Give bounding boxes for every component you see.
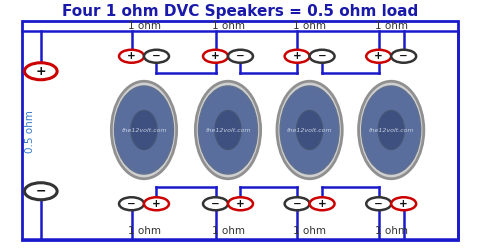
Text: 1 ohm: 1 ohm (293, 21, 326, 31)
Circle shape (203, 197, 228, 210)
Text: +: + (318, 199, 326, 209)
Circle shape (203, 50, 228, 63)
Text: +: + (211, 51, 220, 61)
Text: 1 ohm: 1 ohm (293, 226, 326, 236)
Ellipse shape (280, 86, 339, 174)
Text: −: − (374, 199, 383, 209)
Ellipse shape (111, 81, 177, 179)
Text: +: + (293, 51, 301, 61)
Text: −: − (127, 199, 136, 209)
Circle shape (119, 197, 144, 210)
Ellipse shape (131, 110, 157, 150)
Text: −: − (399, 51, 408, 61)
Circle shape (228, 50, 253, 63)
Text: −: − (293, 199, 301, 209)
Ellipse shape (277, 81, 342, 179)
Ellipse shape (215, 110, 241, 150)
Circle shape (228, 197, 253, 210)
Circle shape (391, 197, 416, 210)
Text: 1 ohm: 1 ohm (212, 21, 244, 31)
Ellipse shape (297, 110, 323, 150)
Bar (22, 21, 458, 240)
Circle shape (310, 197, 335, 210)
Ellipse shape (378, 110, 404, 150)
Circle shape (285, 50, 310, 63)
Text: −: − (36, 185, 46, 198)
Circle shape (24, 183, 57, 200)
Text: +: + (127, 51, 136, 61)
Text: −: − (318, 51, 326, 61)
Ellipse shape (115, 86, 173, 174)
Text: the12volt.com: the12volt.com (121, 128, 167, 132)
Circle shape (310, 50, 335, 63)
Circle shape (366, 50, 391, 63)
Text: +: + (399, 199, 408, 209)
Text: −: − (211, 199, 220, 209)
Ellipse shape (195, 81, 261, 179)
Circle shape (119, 50, 144, 63)
Text: 1 ohm: 1 ohm (128, 226, 160, 236)
Text: 0.5 ohm: 0.5 ohm (25, 110, 35, 153)
Text: 1 ohm: 1 ohm (375, 21, 408, 31)
Circle shape (24, 63, 57, 80)
Ellipse shape (199, 86, 257, 174)
Text: Four 1 ohm DVC Speakers = 0.5 ohm load: Four 1 ohm DVC Speakers = 0.5 ohm load (62, 4, 418, 19)
Text: −: − (152, 51, 161, 61)
Text: the12volt.com: the12volt.com (287, 128, 333, 132)
Text: +: + (374, 51, 383, 61)
Text: +: + (152, 199, 161, 209)
Circle shape (285, 197, 310, 210)
Circle shape (391, 50, 416, 63)
Text: 1 ohm: 1 ohm (128, 21, 160, 31)
Text: 1 ohm: 1 ohm (375, 226, 408, 236)
Text: the12volt.com: the12volt.com (368, 128, 414, 132)
Circle shape (144, 197, 169, 210)
Circle shape (144, 50, 169, 63)
Text: −: − (236, 51, 245, 61)
Ellipse shape (359, 81, 424, 179)
Text: 1 ohm: 1 ohm (212, 226, 244, 236)
Text: +: + (36, 65, 46, 78)
Circle shape (366, 197, 391, 210)
Text: the12volt.com: the12volt.com (205, 128, 251, 132)
Text: +: + (236, 199, 245, 209)
Ellipse shape (362, 86, 420, 174)
